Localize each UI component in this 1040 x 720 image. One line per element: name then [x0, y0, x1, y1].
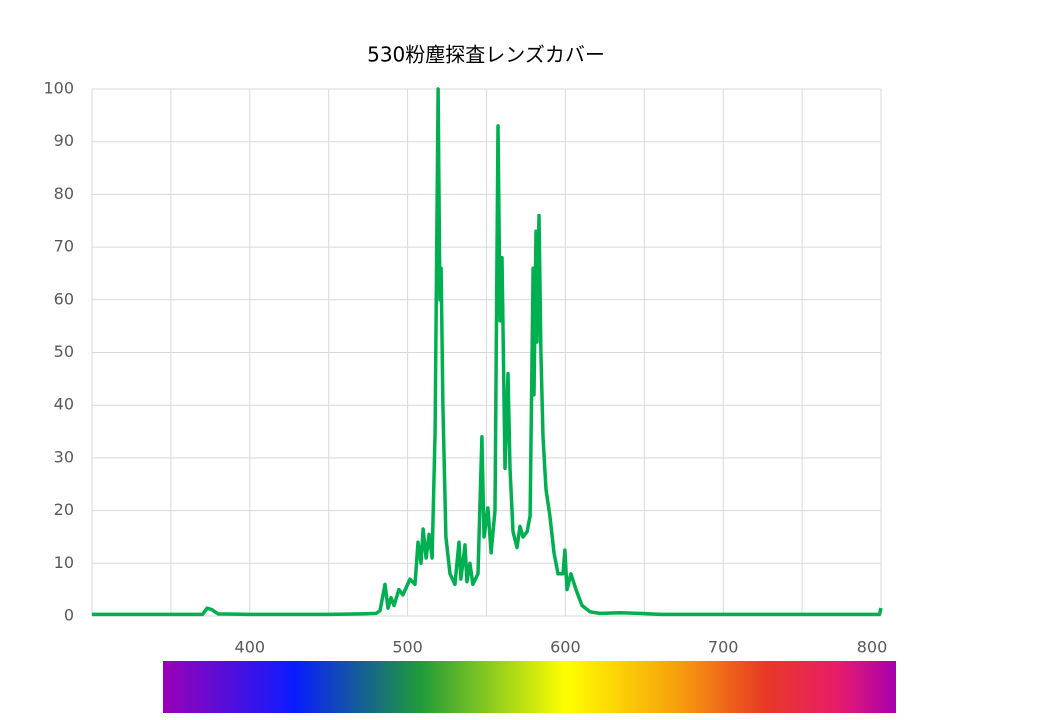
- x-tick-label: 800: [857, 638, 888, 657]
- y-tick-label: 50: [54, 342, 74, 361]
- y-tick-label: 100: [43, 79, 74, 98]
- y-tick-label: 40: [54, 395, 74, 414]
- y-tick-label: 0: [64, 606, 74, 625]
- y-tick-label: 30: [54, 447, 74, 466]
- y-tick-label: 60: [54, 289, 74, 308]
- spectrum-bar: [163, 661, 896, 713]
- y-tick-label: 10: [54, 553, 74, 572]
- x-tick-label: 400: [235, 638, 266, 657]
- x-tick-label: 600: [550, 638, 581, 657]
- chart-title: 530粉塵探査レンズカバー: [367, 43, 605, 67]
- y-tick-label: 90: [54, 131, 74, 150]
- y-tick-label: 80: [54, 184, 74, 203]
- x-tick-label: 700: [708, 638, 739, 657]
- spectrum-line: [92, 87, 883, 617]
- x-tick-label: 500: [392, 638, 423, 657]
- y-tick-label: 70: [54, 237, 74, 256]
- y-tick-label: 20: [54, 500, 74, 519]
